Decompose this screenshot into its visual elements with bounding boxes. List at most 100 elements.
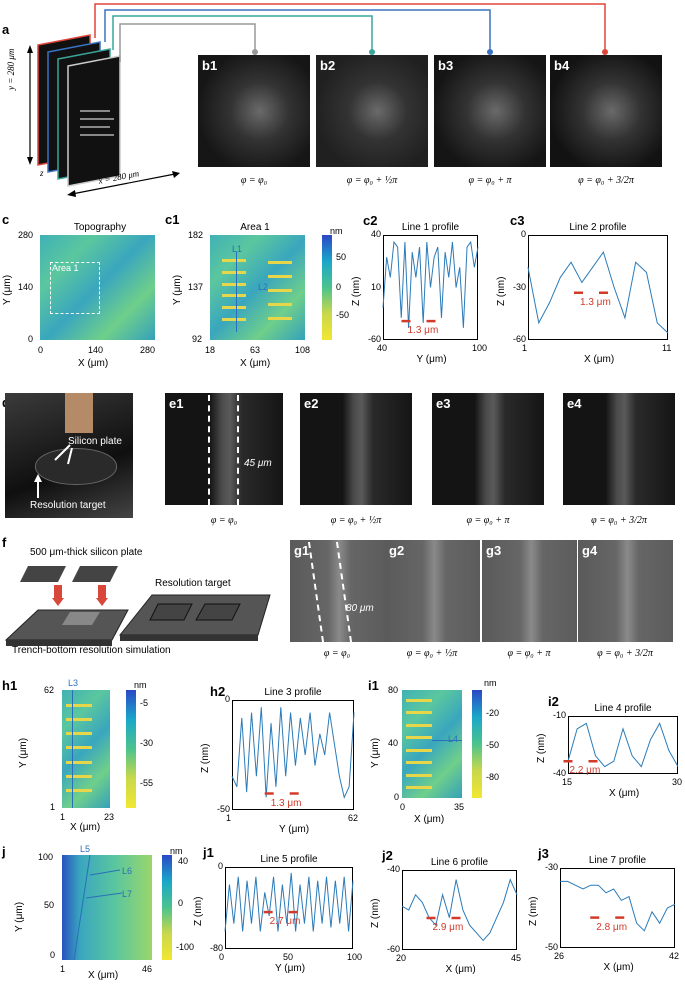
c1-area-map	[210, 235, 305, 340]
i2-ytick: -10	[552, 710, 566, 720]
h1-line	[72, 690, 73, 808]
h1-cbar-tick: -30	[140, 738, 154, 748]
c2-ytick: -60	[367, 334, 381, 344]
j2-ylabel: Z (nm)	[370, 898, 381, 928]
j1-title: Line 5 profile	[260, 854, 318, 865]
c3-xtick: 1	[522, 343, 528, 353]
c2-ylabel: Z (nm)	[351, 276, 362, 306]
j2-xtick: 45	[511, 953, 522, 963]
stack-diagram	[27, 3, 608, 197]
j-lines	[73, 854, 123, 961]
e-image	[165, 393, 283, 505]
h1-ytick: 62	[44, 685, 55, 695]
c1-xtick: 108	[295, 345, 311, 355]
panel-label-j: j	[2, 844, 6, 859]
j1-xtick: 50	[283, 952, 294, 962]
panel-label-g: g1	[294, 543, 310, 558]
c1-cbar-tick: 50	[336, 252, 347, 262]
j-ylabel: Y (μm)	[14, 901, 25, 932]
i2-ytick: -40	[552, 768, 566, 778]
j3-xtick: 42	[669, 951, 680, 961]
h2-xtick: 62	[348, 813, 359, 823]
h2-annotation: 1.3 μm	[270, 797, 302, 809]
b-caption: φ = φ₀	[240, 175, 268, 186]
j-xtick: 1	[60, 964, 66, 974]
j2-profile-svg	[401, 878, 518, 942]
c1-cbar-tick: -50	[336, 310, 350, 320]
c3-profile-line	[527, 251, 669, 334]
c1-xlabel: X (μm)	[240, 358, 271, 369]
c1-title: Area 1	[240, 222, 270, 233]
i1-line	[432, 740, 462, 741]
j3-title: Line 7 profile	[588, 855, 647, 866]
i2-profile-svg	[563, 722, 679, 768]
c1-cbar-unit: nm	[330, 226, 343, 236]
panel-label-j3: j3	[538, 846, 549, 861]
j-cbar-tick: -100	[176, 942, 195, 952]
j1-xtick: 100	[347, 952, 363, 962]
panel-label-b: b1	[202, 58, 218, 73]
resolution-target-label: Resolution target	[30, 500, 106, 511]
i1-cbar-tick: -20	[486, 708, 500, 718]
h2-xlabel: Y (μm)	[279, 824, 310, 835]
j3-xlabel: X (μm)	[603, 962, 634, 973]
d-arrows	[34, 444, 73, 498]
h2-xtick: 1	[226, 813, 232, 823]
i1-colorbar	[472, 690, 482, 798]
c-topography-map	[40, 235, 155, 340]
g-caption: φ = φ₀ + ½π	[406, 648, 458, 659]
i1-xtick: 35	[454, 802, 465, 812]
panel-label-b: b4	[554, 58, 570, 73]
c-xtick: 280	[140, 345, 156, 355]
c3-axes	[528, 235, 668, 340]
c3-ylabel: Z (nm)	[496, 276, 507, 306]
j-colorbar	[162, 855, 172, 960]
i1-cbar-tick: -80	[486, 772, 500, 782]
g-caption: φ = φ₀	[323, 648, 351, 659]
c3-ytick: 0	[520, 229, 526, 239]
j3-ytick: -30	[544, 862, 558, 872]
stage	[35, 448, 117, 485]
panel-label-c3: c3	[510, 213, 525, 228]
i1-cbar-unit: nm	[484, 678, 497, 688]
j1-profile-svg	[224, 872, 354, 932]
panel-label-e: e4	[567, 396, 582, 411]
j-ytick: 100	[38, 852, 54, 862]
h1-cbar-unit: nm	[134, 680, 147, 690]
c1-line2-label: L2	[258, 282, 269, 292]
c3-xtick: 11	[662, 343, 672, 353]
panel-label-i2: i2	[548, 694, 559, 709]
panel-label-f: f	[2, 535, 7, 550]
c-xtick: 140	[88, 345, 104, 355]
c-xlabel: X (μm)	[78, 358, 109, 369]
c1-xtick: 18	[205, 345, 216, 355]
j3-profile-svg	[560, 880, 676, 932]
b-image	[434, 55, 546, 167]
e-image	[563, 393, 675, 505]
c3-ytick: -60	[512, 334, 526, 344]
b-caption: φ = φ₀ + π	[468, 175, 512, 186]
b-image	[316, 55, 428, 167]
c-area-label: Area 1	[52, 263, 79, 273]
j1-annotation: 2.7 μm	[269, 916, 301, 928]
c2-xlabel: Y (μm)	[416, 354, 447, 365]
panel-label-c1: c1	[165, 212, 180, 227]
c-xtick: 0	[38, 345, 44, 355]
i2-annotation: 2.2 μm	[569, 765, 601, 777]
j3-ytick: -50	[544, 942, 558, 952]
j-ytick: 0	[50, 950, 56, 960]
lens	[65, 393, 93, 433]
i2-xlabel: X (μm)	[609, 788, 640, 799]
c1-ytick: 92	[192, 334, 203, 344]
j2-axes	[402, 870, 517, 950]
c1-cbar-tick: 0	[336, 282, 342, 292]
c2-xtick: 100	[472, 343, 488, 353]
h1-cbar-tick: -55	[140, 778, 154, 788]
panel-label-b: b3	[438, 58, 454, 73]
j2-title: Line 6 profile	[430, 857, 489, 868]
c-ytick: 140	[18, 282, 34, 292]
c1-ytick: 182	[188, 230, 204, 240]
j3-ylabel: Z (nm)	[528, 896, 539, 926]
f-target-label: Resolution target	[155, 578, 231, 589]
h1-xtick: 23	[104, 812, 115, 822]
